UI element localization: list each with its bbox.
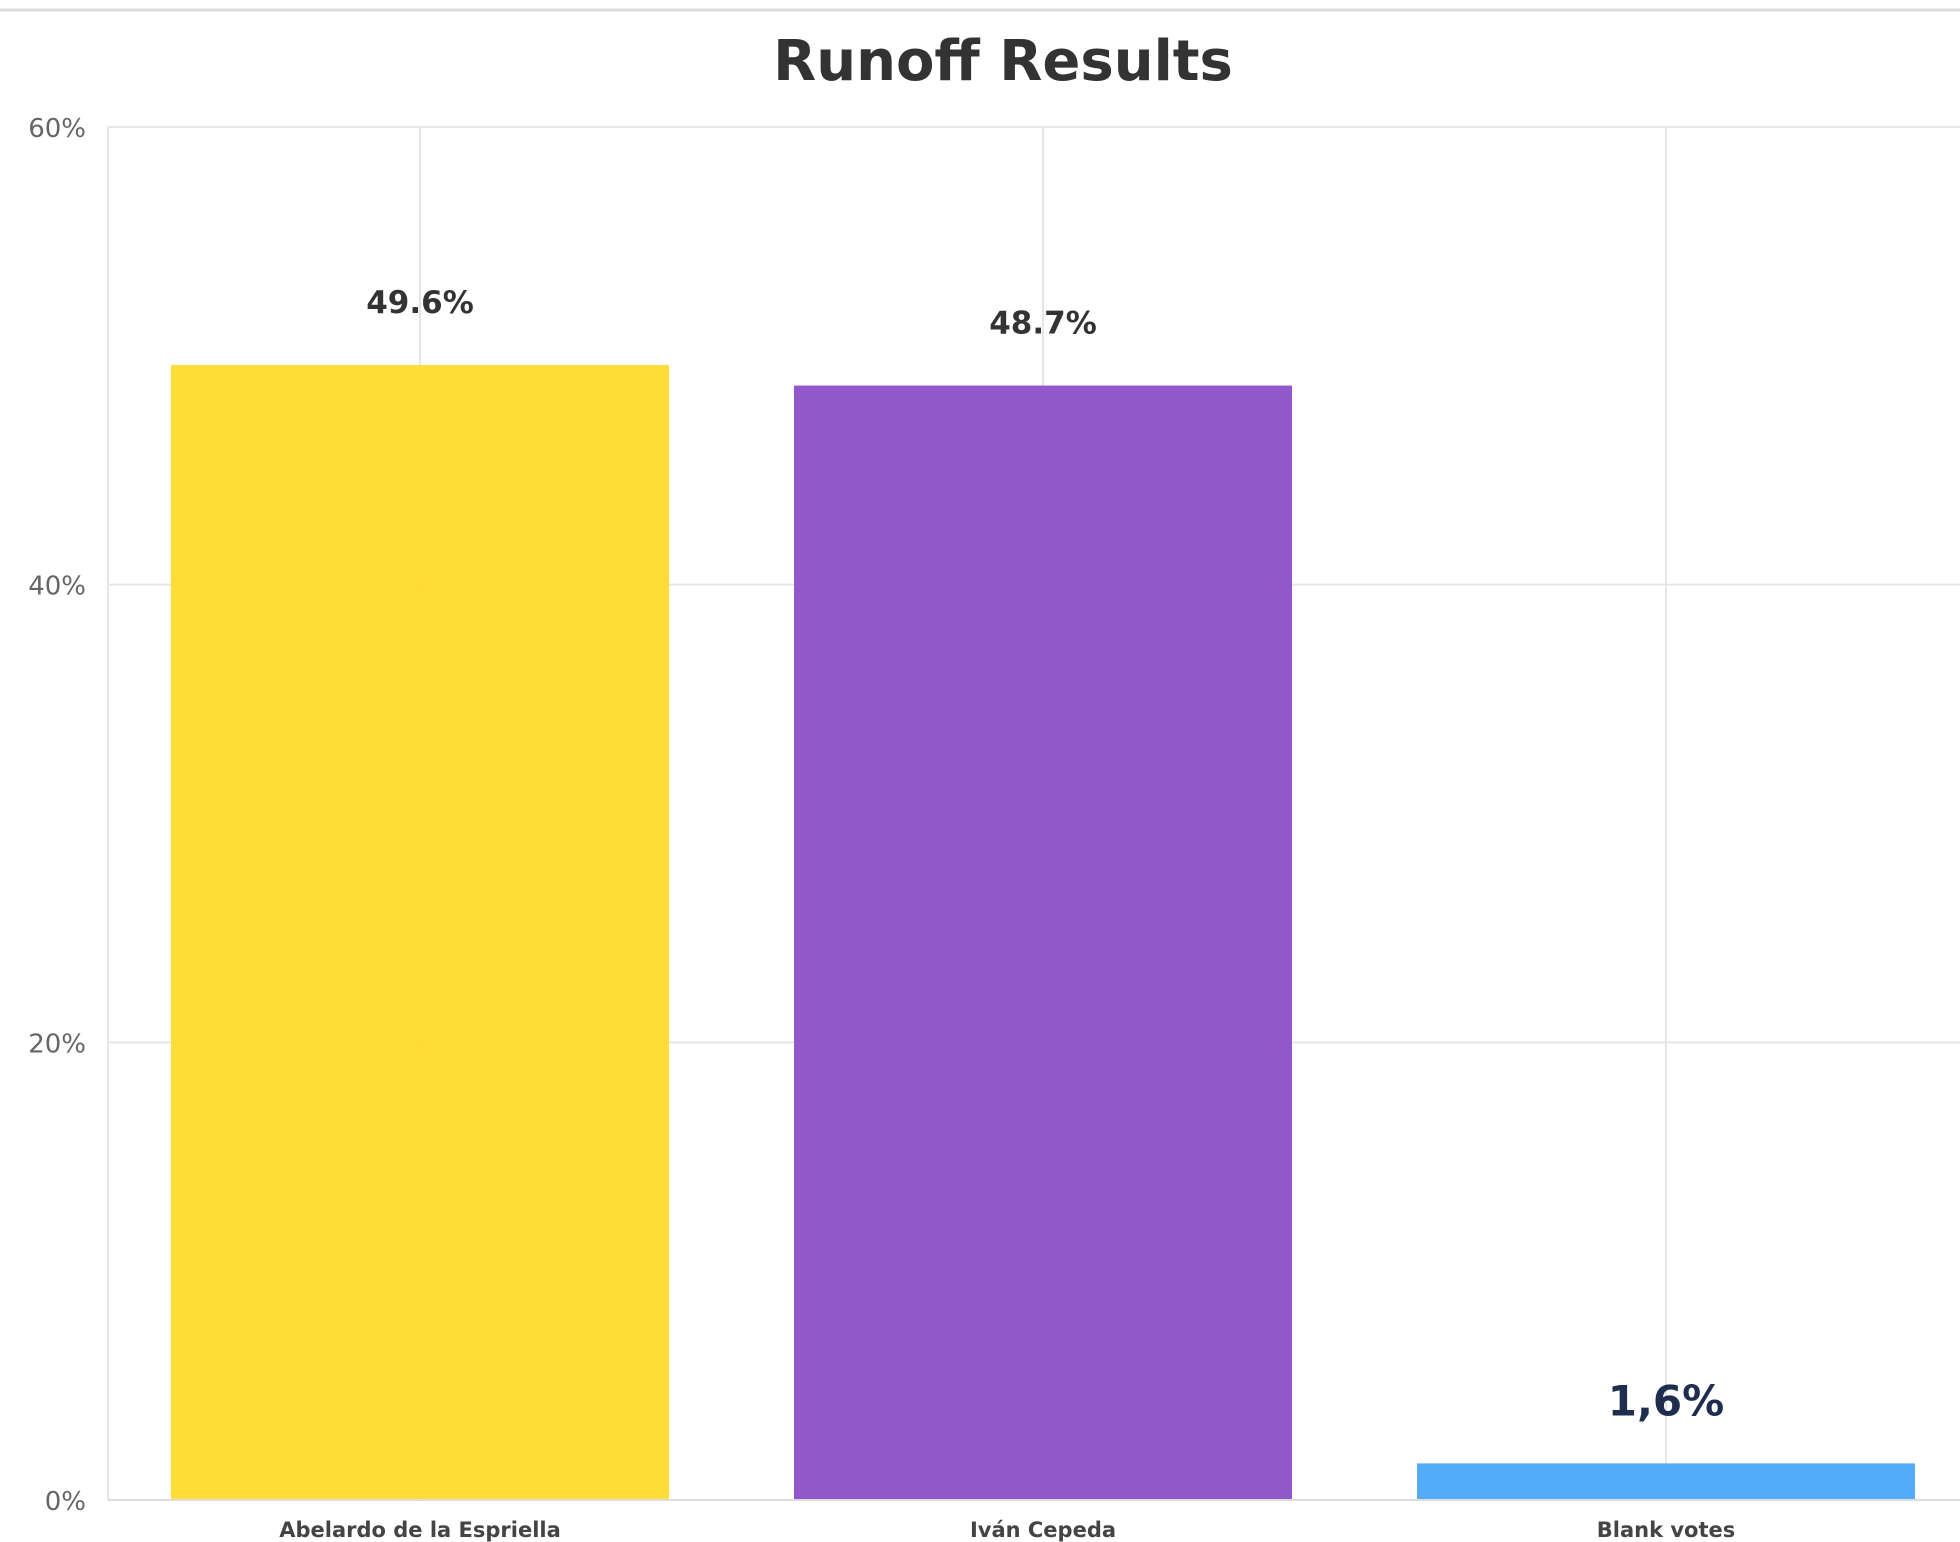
bar — [171, 364, 669, 1500]
x-category-label: Abelardo de la Espriella — [279, 1518, 561, 1542]
data-labels: 49.6% 48.7% 1,6% — [366, 285, 1724, 1425]
data-label: 49.6% — [366, 285, 474, 321]
bar — [794, 385, 1292, 1500]
data-label: 48.7% — [989, 306, 1097, 342]
x-category-label: Iván Cepeda — [970, 1518, 1116, 1542]
axes: 0% 20% 40% 60% Abelardo de la Espriella Iván … — [28, 114, 1960, 1542]
bar — [1417, 1463, 1915, 1500]
data-label: 1,6% — [1608, 1376, 1724, 1425]
chart-title: Runoff Results — [773, 29, 1233, 94]
bars — [171, 364, 1915, 1500]
y-tick-label: 20% — [28, 1029, 86, 1059]
x-category-label: Blank votes — [1597, 1518, 1736, 1542]
y-tick-label: 60% — [28, 114, 86, 144]
y-tick-label: 40% — [28, 572, 86, 602]
y-tick-label: 0% — [45, 1487, 86, 1517]
